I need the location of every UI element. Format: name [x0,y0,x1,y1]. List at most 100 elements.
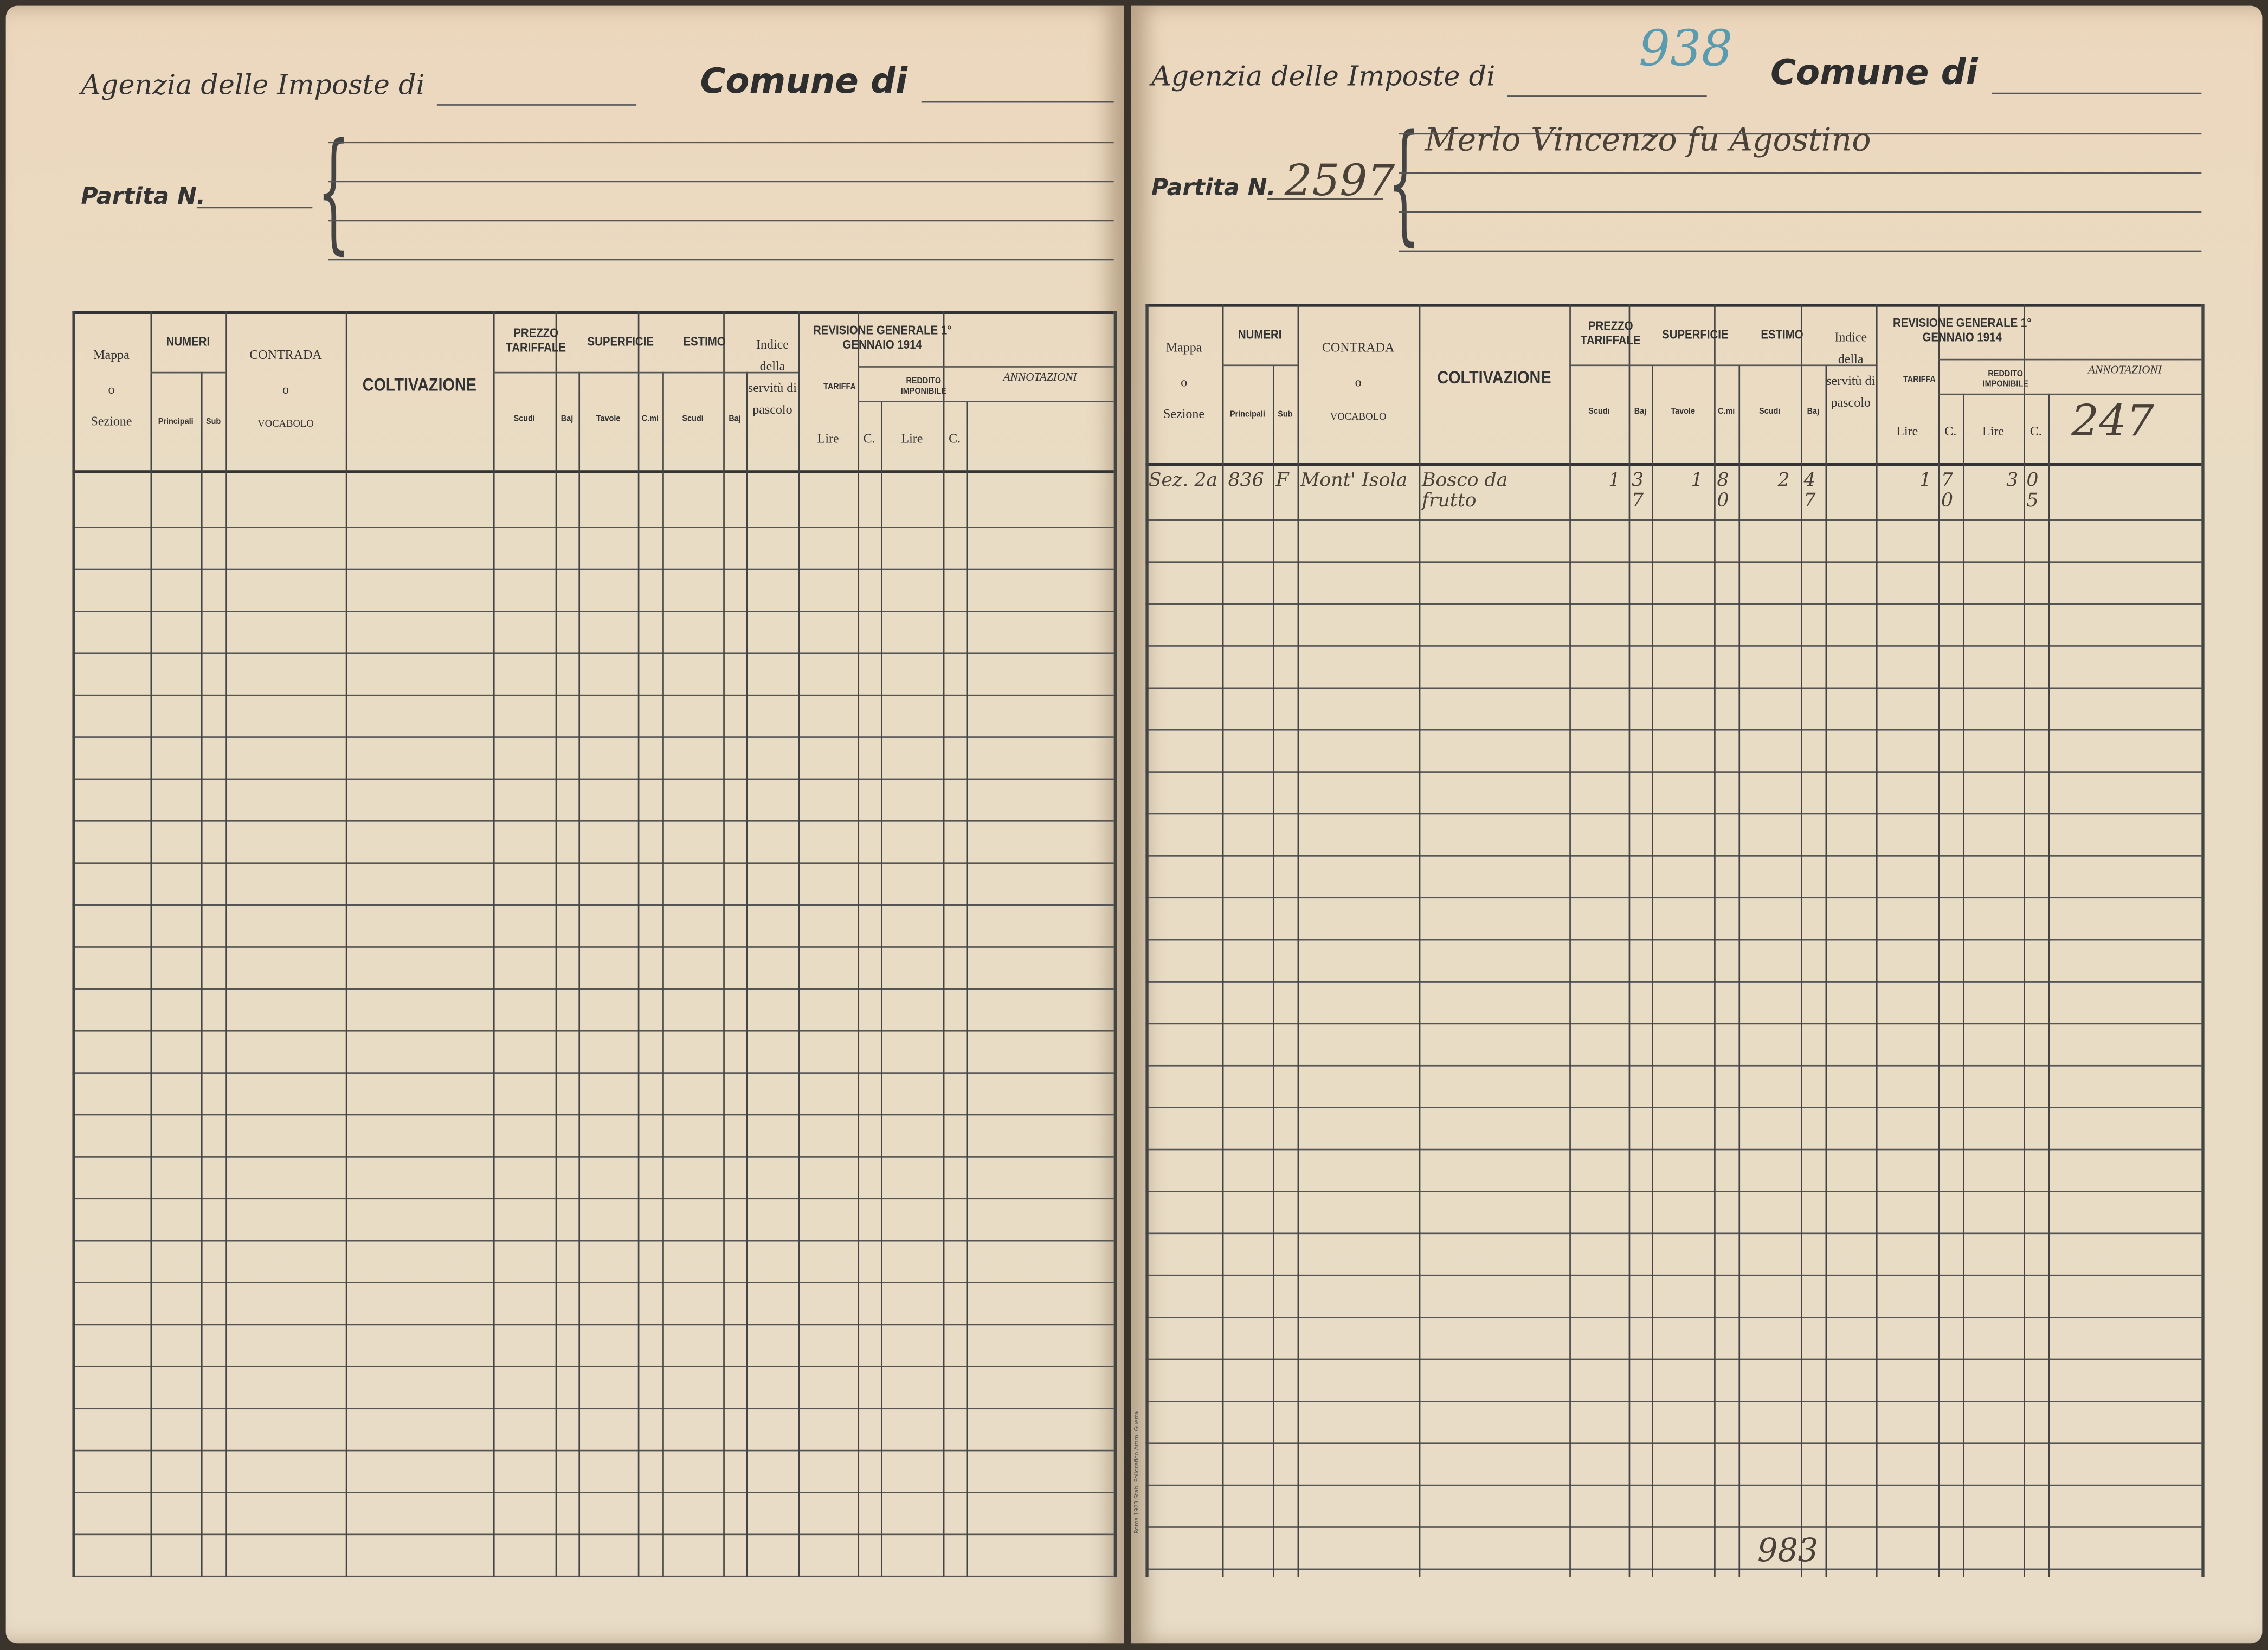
column-line [881,401,882,1577]
header-principali: Principali [1230,410,1265,420]
column-line [1628,304,1631,1577]
header-tavole: Tavole [1671,408,1695,417]
row-line [72,1365,1114,1367]
header-baj: Baj [1807,408,1820,417]
header-sub: Sub [205,418,221,427]
agenzia-label: Agenzia delle Imposte di [1151,61,1496,93]
owner-line [1399,250,2202,252]
header-scudi: Scudi [682,415,704,424]
column-line [858,311,860,1577]
row-line [72,1030,1114,1032]
column-line [2024,304,2025,1577]
row-line [72,904,1114,906]
header-revisione-generale: REVISIONE GENERALE 1° GENNAIO 1914 [1892,315,2032,345]
header-contrada: CONTRADA [249,347,322,362]
row-line [72,1240,1114,1242]
row-line [1145,855,2202,857]
page-number-handwritten: 983 [1757,1533,1819,1570]
row-line [1145,603,2202,605]
header-scudi: Scudi [1588,408,1610,417]
cell-sub: F [1275,470,1289,492]
cell-prezzo-baj: 37 [1631,470,1644,512]
numeri-sub-rule [1222,364,1298,367]
row-line [1145,519,2202,521]
column-line [1569,304,1571,1577]
column-line [201,371,203,1577]
row-line [1145,1023,2202,1025]
row-line [72,988,1114,990]
row-line [72,568,1114,570]
header-cmi: C.mi [1718,408,1735,417]
row-line [72,778,1114,780]
header-o: o [1181,375,1188,389]
column-line [637,311,640,1577]
revisione-sub-rule-2 [858,401,1114,402]
owner-line [1399,133,2202,135]
owner-line [1399,172,2202,174]
revisione-sub-rule [1938,358,2202,361]
header-baj: Baj [1634,408,1647,417]
header-contrada-o: o [1355,375,1362,389]
column-line [1738,364,1741,1577]
row-line [1145,1107,2202,1108]
units-sub-rule [1569,364,1876,367]
header-tariffa: TARIFFA [1903,376,1936,385]
header-mappa: Mappa [93,347,130,362]
row-line [1145,1484,2202,1486]
column-line [746,371,748,1577]
column-line [1273,364,1274,1577]
column-line [1938,304,1940,1577]
column-line [723,311,725,1577]
partita-field-line [196,207,313,209]
header-c: C. [2029,423,2042,439]
row-line [72,1408,1114,1410]
right-page [1131,5,2263,1644]
numeri-sub-rule [150,371,226,374]
column-line [1801,304,1802,1577]
column-line [943,311,945,1577]
header-lire: Lire [1896,423,1918,439]
row-line [72,862,1114,864]
row-line [1145,813,2202,815]
column-line [1652,364,1653,1577]
owner-line [328,142,1114,144]
agenzia-field-line [436,104,637,106]
header-annotazioni: ANNOTAZIONI [2087,363,2162,376]
row-line [72,1198,1114,1200]
cell-reddito-c: 05 [2026,470,2039,512]
revisione-sub-rule-2 [1938,393,2202,395]
column-line [1145,304,1149,1577]
header-tavole: Tavole [596,415,621,424]
header-prezzo-tariffale: PREZZO TARIFFALE [506,325,566,355]
row-line [1145,1401,2202,1402]
header-c: C. [949,431,961,446]
cell-estimo-baj: 47 [1803,470,1816,512]
row-line [1145,1274,2202,1276]
printer-imprint: Roma 1923 Stab. Poligrafico Amm. Guerra [1132,1411,1140,1534]
brace: { [1387,107,1421,259]
cell-tariffa-lire: 1 [1919,470,1932,492]
header-c: C. [863,431,875,446]
header-revisione-generale: REVISIONE GENERALE 1° GENNAIO 1914 [813,323,952,352]
column-line [1113,311,1117,1577]
row-line [72,736,1114,738]
row-line [1145,897,2202,899]
table-top-border [1145,304,2202,307]
column-line [1876,304,1878,1577]
header-coltivazione: COLTIVAZIONE [362,375,476,395]
column-line [1222,304,1224,1577]
header-contrada-o: o [282,382,289,397]
header-indice-servitu: Indice della servitù di pascolo [748,337,797,417]
row-line [72,652,1114,654]
row-line [1145,939,2202,941]
row-line [1145,1148,2202,1151]
header-lire: Lire [817,431,839,446]
row-line [72,694,1114,696]
row-line [72,1282,1114,1283]
header-bottom-border [1145,463,2202,466]
row-line [72,527,1114,528]
owner-line [328,259,1114,261]
header-c: C. [1944,423,1957,439]
partita-label: Partita N. [81,182,205,210]
row-line [72,820,1114,822]
